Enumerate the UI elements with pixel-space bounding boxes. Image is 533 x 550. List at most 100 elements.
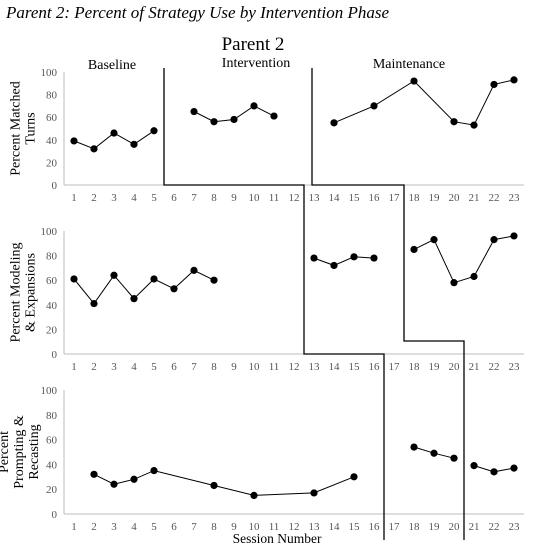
data-point [110,480,118,488]
data-point [150,275,158,283]
x-tick-label: 1 [71,361,77,373]
data-point [130,140,138,148]
data-point [490,236,498,244]
data-point [430,236,438,244]
x-tick-label: 9 [231,192,237,204]
x-tick-label: 5 [151,521,157,533]
x-tick-label: 11 [269,361,280,373]
data-point [90,299,98,308]
x-tick-label: 19 [429,521,441,533]
x-tick-label: 23 [509,361,521,373]
x-tick-label: 3 [111,361,117,373]
x-tick-label: 15 [349,521,361,533]
x-tick-label: 6 [171,192,177,204]
data-point [110,129,118,137]
x-tick-label: 10 [249,192,261,204]
x-tick-label: 20 [449,192,461,204]
data-point [450,279,458,287]
data-point [190,266,198,274]
y-tick-label: 0 [52,180,58,192]
data-point [470,272,478,281]
x-tick-label: 5 [151,192,157,204]
x-tick-label: 17 [389,521,401,533]
chart-title: Parent 2 [222,34,285,55]
data-point [410,245,418,254]
y-tick-label: 40 [46,459,58,471]
x-tick-label: 23 [509,192,521,204]
phase-change-line-intervention [163,68,385,540]
x-tick-label: 4 [131,521,137,533]
y-tick-label: 100 [41,385,58,397]
data-point [270,112,278,120]
data-point [370,102,378,110]
phase-label-intervention: Intervention [222,56,290,71]
x-tick-label: 13 [309,361,321,373]
y-tick-label: 80 [46,410,58,422]
y-tick-label: 60 [46,435,58,447]
x-tick-label: 15 [349,361,361,373]
x-tick-label: 13 [309,521,321,533]
x-tick-label: 2 [91,521,97,533]
x-axis-label: Session Number [233,531,322,546]
series-line-segment [73,269,215,305]
data-point [210,481,218,490]
data-point [510,76,518,84]
x-tick-label: 14 [329,361,341,373]
y-tick-label: 0 [52,349,58,361]
data-point [350,473,358,481]
y-axis-label-line: Percent Modeling [9,243,24,343]
data-point [430,449,438,457]
x-tick-label: 2 [91,361,97,373]
data-point [350,253,358,261]
x-tick-label: 21 [469,521,480,533]
x-tick-label: 22 [489,521,500,533]
series-line-segment [313,256,375,266]
y-tick-label: 20 [46,324,58,336]
x-tick-label: 4 [131,192,137,204]
x-tick-label: 21 [469,361,480,373]
x-tick-label: 13 [309,192,321,204]
x-tick-label: 7 [191,521,197,533]
data-point [490,80,498,89]
data-point [230,115,238,124]
data-point [470,462,478,470]
data-point [150,467,158,475]
data-point [450,454,458,462]
x-tick-label: 20 [449,521,461,533]
x-tick-label: 18 [409,521,421,533]
x-tick-label: 9 [231,521,237,533]
y-tick-label: 60 [46,275,58,287]
y-tick-label: 80 [46,90,58,102]
y-tick-label: 100 [41,226,58,238]
data-point [210,276,218,284]
x-tick-label: 19 [429,361,441,373]
y-axis-label-line: Percent [0,431,12,473]
data-point [330,119,338,127]
x-tick-label: 8 [211,361,217,373]
x-tick-label: 19 [429,192,441,204]
data-point [450,118,458,126]
data-point [310,489,318,497]
x-tick-label: 12 [289,192,300,204]
x-tick-label: 2 [91,192,97,204]
data-point [150,127,158,135]
data-point [370,254,378,262]
y-tick-label: 100 [41,67,58,79]
data-point [190,107,198,116]
data-point [510,464,518,472]
x-tick-label: 7 [191,192,197,204]
x-tick-label: 21 [469,192,480,204]
series-line-segment [333,79,515,126]
y-axis-label: PercentPrompting &Recasting [0,415,42,489]
x-tick-label: 1 [71,521,77,533]
x-tick-label: 11 [269,192,280,204]
data-point [490,468,498,476]
x-tick-label: 16 [369,192,381,204]
x-tick-label: 20 [449,361,461,373]
y-axis-label-line: Turns [24,112,39,144]
x-tick-label: 18 [409,192,421,204]
data-point [70,275,78,283]
